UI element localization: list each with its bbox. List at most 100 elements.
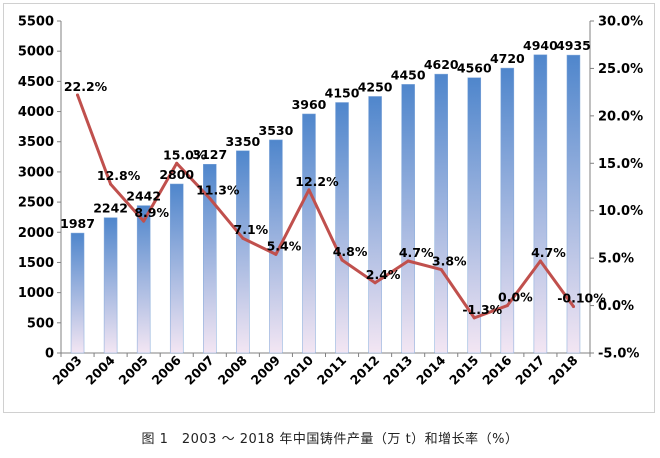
x-tick-label: 2008 [215,353,250,388]
growth-rate-line [76,93,575,320]
growth-rate-label: 2.4% [366,267,401,282]
growth-rate-point [307,188,311,192]
bar-value-label: 3960 [292,97,327,112]
x-tick-label: 2016 [479,352,514,387]
growth-rate-point [76,93,80,97]
growth-rate-label: 7.1% [234,222,269,237]
growth-rate-label: 12.2% [295,174,339,189]
growth-rate-point [406,259,410,263]
growth-rate-label: 15.0% [163,147,207,162]
bar-value-label: 4940 [523,38,558,53]
line-layer [76,93,575,320]
bars-layer [70,54,581,354]
bar [533,54,548,354]
chart-svg: 0 500 1000 1500 2000 2500 3000 3500 4000 4500 5000… [18,15,643,388]
x-tick-label: 2003 [49,353,84,388]
growth-rate-label: 4.8% [333,244,368,259]
y-left-tick-label: 3500 [18,135,54,150]
growth-rate-point [373,281,377,285]
growth-rate-label: 22.2% [64,79,108,94]
bar [335,102,349,354]
bar-value-label: 2800 [159,167,194,182]
bar-value-label: 4560 [457,61,492,76]
y-left-tick-label: 1500 [18,256,54,271]
bar [103,217,118,354]
x-tick-label: 2011 [314,353,349,388]
bar-value-label: 4450 [391,67,426,82]
y-left-tick-label: 2500 [18,196,54,211]
growth-rate-point [109,182,113,186]
growth-rate-label: 4.7% [531,245,566,260]
chart-caption: 图 1 2003 ～ 2018 年中国铸件产量（万 t）和增长率（%） [141,432,519,447]
x-tick-label: 2017 [512,353,547,388]
y-right-tick-label: 5.0% [598,252,634,267]
x-tick-label: 2004 [83,352,118,387]
bar-value-label: 2242 [93,201,128,216]
bar-value-label: 4935 [556,38,591,53]
growth-rate-label: 0.0% [498,290,533,305]
growth-rate-point [340,258,344,262]
growth-rate-label: -0.10% [557,291,606,306]
y-right-tick-label: 20.0% [598,109,643,124]
x-tick-label: 2005 [116,353,151,388]
y-left-tick-label: 4000 [18,105,54,120]
y-left-tick-label: 5000 [18,45,54,60]
bar [236,150,250,354]
y-left-tick-label: 4500 [18,75,54,90]
growth-rate-point [208,196,212,200]
bar-value-label: 4720 [490,51,525,66]
y-right-tick-label: 25.0% [598,62,643,77]
y-left-tick-label: 500 [27,316,54,331]
bar-value-label: 1987 [60,216,95,231]
bar-value-label: 3530 [259,123,294,138]
bar [70,232,85,354]
x-tick-label: 2012 [347,353,382,388]
bar-value-label: 4250 [358,79,393,94]
x-tick-label: 2007 [182,353,217,388]
bar [566,54,581,354]
bar [136,205,151,354]
bar-value-label: 3350 [225,134,260,149]
growth-rate-label: 12.8% [97,168,141,183]
x-tick-label: 2015 [446,353,481,388]
bar [434,73,448,354]
growth-rate-point [274,252,278,256]
x-tick-label: 2013 [380,353,415,388]
y-right-tick-label: 30.0% [598,15,643,30]
bar [368,96,382,354]
growth-rate-point [439,268,443,272]
y-left-tick-label: 0 [45,347,54,362]
growth-rate-point [175,161,179,165]
bar [467,77,482,354]
x-tick-label: 2018 [545,353,580,388]
growth-rate-label: 4.7% [399,245,434,260]
x-tick-label: 2006 [149,352,184,387]
growth-rate-point [538,259,542,263]
growth-rate-point [571,305,575,309]
bar [302,113,316,354]
y-left-tick-label: 2000 [18,226,54,241]
growth-rate-label: 8.9% [134,205,169,220]
y-left-tick-label: 5500 [18,15,54,30]
growth-rate-point [142,219,146,223]
y-left-tick-label: 3000 [18,165,54,180]
bar-value-label: 2442 [126,189,161,204]
x-tick-label: 2014 [413,352,448,387]
growth-rate-label: 5.4% [267,238,302,253]
bar [500,67,515,354]
growth-rate-label: -1.3% [462,302,502,317]
y-left-tick-label: 1000 [18,286,54,301]
bar-value-label: 3127 [192,147,227,162]
growth-rate-point [241,236,245,240]
bar [203,163,217,354]
bar [401,84,415,354]
x-tick-label: 2010 [281,352,316,387]
growth-rate-point [505,304,509,308]
bar-value-label: 4150 [325,85,360,100]
y-right-tick-label: -5.0% [598,347,639,362]
y-right-tick-label: 10.0% [598,204,643,219]
bar [169,183,184,354]
growth-rate-point [472,316,476,320]
bar-value-label: 4620 [424,57,459,72]
